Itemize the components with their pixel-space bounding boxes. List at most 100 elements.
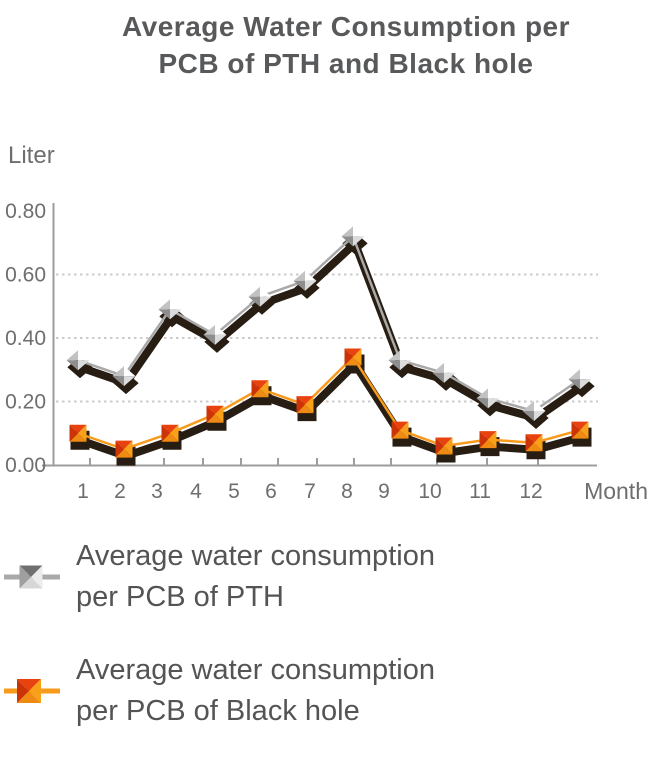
marker-face bbox=[444, 372, 456, 383]
marker-face bbox=[161, 424, 170, 442]
marker-face bbox=[170, 309, 182, 320]
data-point-marker bbox=[479, 431, 497, 449]
marker-face bbox=[66, 350, 78, 361]
marker-face bbox=[444, 362, 456, 373]
data-point-marker bbox=[115, 440, 133, 458]
legend-label-pth: Average water consumption per PCB of PTH bbox=[76, 536, 435, 618]
marker-face bbox=[248, 286, 260, 297]
blackhole-series-marker-icon bbox=[4, 679, 60, 703]
marker-face bbox=[400, 350, 412, 361]
marker-face bbox=[78, 350, 90, 361]
marker-face bbox=[479, 439, 497, 449]
marker-face bbox=[479, 431, 488, 449]
marker-face bbox=[215, 405, 224, 423]
marker-face bbox=[78, 360, 90, 371]
line-chart: 0.000.200.400.600.801 2 3 4 5 6 7 8 9 10 11 12Liter… bbox=[5, 142, 648, 504]
data-point-marker bbox=[522, 401, 546, 422]
marker-face bbox=[388, 350, 400, 361]
marker-face bbox=[206, 405, 224, 415]
marker-face bbox=[206, 405, 215, 423]
x-tick-label: 11 bbox=[469, 480, 491, 503]
data-point-marker bbox=[571, 421, 589, 439]
marker-face bbox=[522, 401, 534, 412]
marker-face bbox=[353, 226, 365, 237]
marker-face bbox=[251, 380, 269, 389]
data-point-marker bbox=[251, 380, 269, 398]
pth-series-marker-icon bbox=[4, 565, 60, 589]
marker-face bbox=[293, 270, 305, 281]
marker-face bbox=[580, 379, 592, 390]
marker-face bbox=[344, 348, 362, 358]
marker-face bbox=[400, 360, 412, 371]
legend-label-pth-line2: per PCB of PTH bbox=[76, 581, 284, 613]
data-point-marker bbox=[341, 226, 365, 247]
marker-face bbox=[251, 388, 269, 398]
marker-face bbox=[124, 366, 136, 377]
marker-face bbox=[305, 280, 317, 291]
marker-face bbox=[115, 440, 124, 458]
marker-face bbox=[19, 565, 43, 577]
marker-face bbox=[488, 398, 500, 409]
data-point-marker bbox=[296, 396, 314, 414]
marker-face bbox=[115, 440, 133, 450]
marker-face bbox=[444, 437, 453, 455]
marker-face bbox=[580, 421, 589, 439]
marker-face bbox=[260, 296, 272, 307]
marker-face bbox=[400, 421, 409, 439]
marker-face bbox=[161, 433, 179, 442]
marker-face bbox=[293, 280, 305, 291]
marker-face bbox=[248, 296, 260, 307]
marker-face bbox=[476, 388, 488, 399]
marker-face bbox=[571, 421, 580, 439]
marker-face bbox=[215, 324, 227, 335]
marker-face bbox=[296, 396, 305, 414]
marker-face bbox=[17, 679, 29, 703]
marker-face bbox=[435, 445, 453, 455]
data-point-marker bbox=[435, 437, 453, 455]
marker-face bbox=[17, 691, 41, 703]
data-point-marker bbox=[206, 405, 224, 423]
marker-face bbox=[479, 431, 497, 440]
data-point-marker bbox=[69, 424, 87, 442]
marker-face bbox=[525, 442, 543, 452]
marker-face bbox=[488, 431, 497, 449]
legend-item-blackhole: Average water consumption per PCB of Bla… bbox=[4, 650, 652, 732]
data-point-marker bbox=[293, 270, 317, 291]
marker-face bbox=[29, 679, 41, 703]
marker-face bbox=[534, 401, 546, 412]
marker-face bbox=[391, 430, 409, 439]
data-point-marker bbox=[391, 421, 409, 439]
x-tick-label: 12 bbox=[519, 480, 542, 503]
y-tick-label: 0.60 bbox=[5, 264, 46, 287]
marker-face bbox=[476, 398, 488, 409]
marker-face bbox=[391, 421, 400, 439]
data-point-marker bbox=[476, 388, 500, 409]
x-tick-label: 6 bbox=[265, 480, 277, 503]
data-point-marker bbox=[161, 424, 179, 442]
marker-face bbox=[31, 565, 43, 589]
marker-face bbox=[432, 372, 444, 383]
marker-face bbox=[296, 396, 314, 405]
marker-face bbox=[435, 437, 453, 446]
marker-face bbox=[251, 380, 260, 398]
marker-face bbox=[432, 362, 444, 373]
marker-face bbox=[124, 440, 133, 458]
marker-face bbox=[488, 388, 500, 399]
marker-face bbox=[66, 360, 78, 371]
marker-face bbox=[170, 424, 179, 442]
marker-face bbox=[388, 360, 400, 371]
y-tick-label: 0.20 bbox=[5, 391, 46, 414]
marker-face bbox=[158, 299, 170, 310]
x-tick-label: 5 bbox=[228, 480, 240, 503]
y-tick-label: 0.80 bbox=[5, 200, 46, 223]
legend-label-blackhole-line1: Average water consumption bbox=[76, 654, 435, 686]
x-tick-label: 7 bbox=[304, 480, 316, 503]
marker-face bbox=[260, 380, 269, 398]
marker-face bbox=[571, 421, 589, 431]
marker-face bbox=[206, 414, 224, 423]
marker-face bbox=[170, 299, 182, 310]
marker-face bbox=[124, 376, 136, 387]
x-tick-label: 2 bbox=[114, 480, 126, 503]
marker-face bbox=[344, 348, 353, 366]
chart-title: Average Water Consumption per PCB of PTH… bbox=[40, 8, 652, 82]
